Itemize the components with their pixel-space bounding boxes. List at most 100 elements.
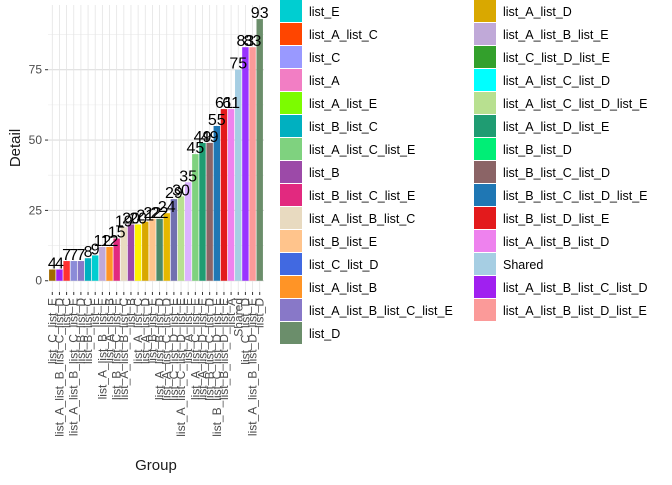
x-tick-label: list_A — [224, 298, 238, 327]
bar-list_D — [256, 19, 263, 281]
legend-swatch — [474, 184, 496, 206]
bar-list_A_list_B_list_D_list_E — [249, 47, 256, 281]
legend-label: list_B_list_D_list_E — [503, 212, 609, 226]
y-axis: 0 25 50 75 — [29, 63, 48, 288]
bar-value-label: 45 — [186, 140, 204, 157]
bar-value-label: 20 — [129, 210, 147, 227]
legend-swatch — [280, 184, 302, 206]
legend-swatch — [280, 46, 302, 68]
legend-label: list_A_list_B_list_E — [503, 28, 609, 42]
x-tick-label: list_A_list_E — [181, 298, 195, 363]
x-tick-label: list_C — [60, 298, 74, 328]
bar-list_C_list_E — [49, 269, 56, 281]
bar-value-label: 61 — [215, 95, 233, 112]
legend-label: list_B_list_C_list_D_list_E — [503, 189, 648, 203]
y-axis-title: Detail — [7, 129, 24, 167]
legend: list_E list_A_list_C list_C list_A list_A_li… — [280, 0, 648, 344]
bar-value-label: 30 — [172, 182, 190, 199]
bar-list_A_list_B — [106, 246, 113, 281]
y-tick-label: 25 — [29, 203, 43, 217]
x-tick-label: list_A_list_C_list_D — [160, 298, 174, 401]
legend-label: list_D — [309, 327, 340, 341]
legend-swatch — [280, 23, 302, 45]
x-tick-label: list_A_list_B_list_E — [95, 298, 109, 399]
bar-list_E — [91, 255, 99, 281]
legend-label: list_E — [309, 5, 340, 19]
bar-value-label: 93 — [251, 5, 269, 22]
legend-label: list_A_list_E — [309, 97, 377, 111]
bar-value-label: 8 — [84, 244, 93, 261]
bar-list_A_list_B_list_E — [99, 246, 106, 281]
y-tick-label: 50 — [29, 133, 43, 147]
x-tick-label: Shared — [231, 298, 245, 337]
legend-label: list_B_list_C — [309, 120, 378, 134]
legend-swatch — [280, 138, 302, 160]
legend-swatch — [474, 23, 496, 45]
bar-list_A_list_C_list_E — [192, 154, 199, 281]
legend-swatch — [280, 92, 302, 114]
legend-label: list_C_list_D_list_E — [503, 51, 610, 65]
x-tick-label: list_A_list_B_list_C — [117, 298, 131, 400]
bar-value-label: 49 — [201, 129, 219, 146]
legend-swatch — [280, 69, 302, 91]
legend-label: list_A_list_C_list_D_list_E — [503, 97, 648, 111]
x-tick-label: list_A_list_C — [131, 298, 145, 364]
x-tick-label: list_A_list_D_list_E — [195, 298, 209, 400]
x-tick-label: list_C_list_E — [45, 298, 59, 364]
bar-list_A_list_B_list_C_list_E — [70, 261, 77, 281]
legend-swatch — [474, 138, 496, 160]
legend-label: list_A_list_D_list_E — [503, 120, 609, 134]
bar-Shared — [235, 69, 242, 281]
legend-swatch — [280, 0, 302, 22]
x-tick-label: list_A_list_B_list_C_list_D — [52, 298, 66, 437]
bar-list_B_list_E — [149, 218, 156, 281]
legend-swatch — [280, 115, 302, 137]
bar-list_C_list_D — [242, 47, 249, 281]
bar-list_A_list_C_list_D — [163, 213, 170, 281]
legend-swatch — [474, 299, 496, 321]
x-tick-label: list_B_list_D_list_E — [217, 298, 231, 400]
legend-swatch — [474, 161, 496, 183]
x-tick-label: list_B_list_C_list_D — [203, 298, 217, 401]
x-tick-label: list_B_list_C — [81, 298, 95, 364]
legend-swatch — [280, 230, 302, 252]
x-tick-label: list_A_list_C_list_E — [188, 298, 202, 400]
bar-value-label: 24 — [158, 199, 176, 216]
legend-swatch — [474, 69, 496, 91]
bar-list_A — [227, 109, 235, 281]
legend-label: list_A_list_C — [309, 28, 378, 42]
bar-value-label: 35 — [179, 168, 197, 185]
bar-value-label: 75 — [229, 56, 247, 73]
legend-label: list_B_list_C_list_E — [309, 189, 415, 203]
legend-swatch — [474, 92, 496, 114]
bar-list_A_list_B_list_C_list_D — [56, 269, 63, 281]
legend-label: list_A — [309, 74, 340, 88]
legend-label: list_B_list_E — [309, 235, 377, 249]
x-tick-label: list_B_list_C_list_E — [110, 298, 124, 400]
x-tick-label: list_B_list_D — [74, 298, 88, 364]
bar-list_A_list_E — [184, 182, 192, 281]
legend-swatch — [280, 299, 302, 321]
bar-list_B_list_C_list_D_list_E — [213, 125, 221, 281]
y-tick-label: 75 — [29, 63, 43, 77]
bar-value-label: 21 — [136, 208, 154, 225]
x-tick-label: list_E — [88, 298, 102, 327]
bar-value-label: 19 — [115, 213, 133, 230]
x-tick-label: list_B_list_C_list_D_list_E — [210, 298, 224, 437]
bar-value-label: 83 — [237, 33, 255, 50]
bar-list_B_list_D_list_E — [220, 109, 228, 281]
x-tick-label: list_B_list_E — [145, 298, 159, 363]
bar-value-label: 15 — [108, 225, 126, 242]
bar-value-label: 61 — [222, 95, 240, 112]
bar-list_A_list_C_list_D_list_E — [177, 196, 185, 281]
x-axis: list_C_list_Elist_A_list_B_list_C_list_D… — [45, 292, 267, 437]
bar-value-label: 20 — [122, 210, 140, 227]
legend-label: list_A_list_B_list_C_list_E — [309, 304, 453, 318]
legend-swatch — [474, 253, 496, 275]
bar-list_C — [63, 261, 70, 281]
bar-value-label: 83 — [244, 33, 262, 50]
bar-value-label: 7 — [76, 247, 85, 264]
bar-list_B_list_C_list_E — [113, 238, 120, 281]
